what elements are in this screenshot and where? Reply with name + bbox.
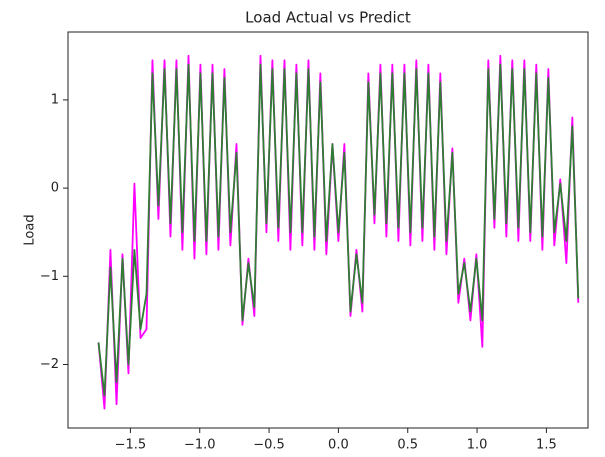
x-tick-label: −0.5 [253, 438, 285, 453]
y-tick-label: 0 [51, 181, 59, 196]
x-tick-label: −1.0 [184, 438, 216, 453]
y-tick-label: −1 [40, 269, 59, 284]
x-tick-label: −1.5 [115, 438, 147, 453]
y-tick-label: 1 [51, 92, 59, 107]
y-axis-label: Load [23, 214, 38, 245]
plot-frame [67, 31, 589, 429]
x-tick-label: 0.0 [328, 438, 349, 453]
x-tick-label: 0.5 [397, 438, 418, 453]
series-line [97, 63, 580, 397]
y-tick-label: −2 [40, 357, 59, 372]
x-tick-label: 1.0 [467, 438, 488, 453]
x-tick-label: 1.5 [536, 438, 557, 453]
chart-title: Load Actual vs Predict [245, 9, 411, 27]
